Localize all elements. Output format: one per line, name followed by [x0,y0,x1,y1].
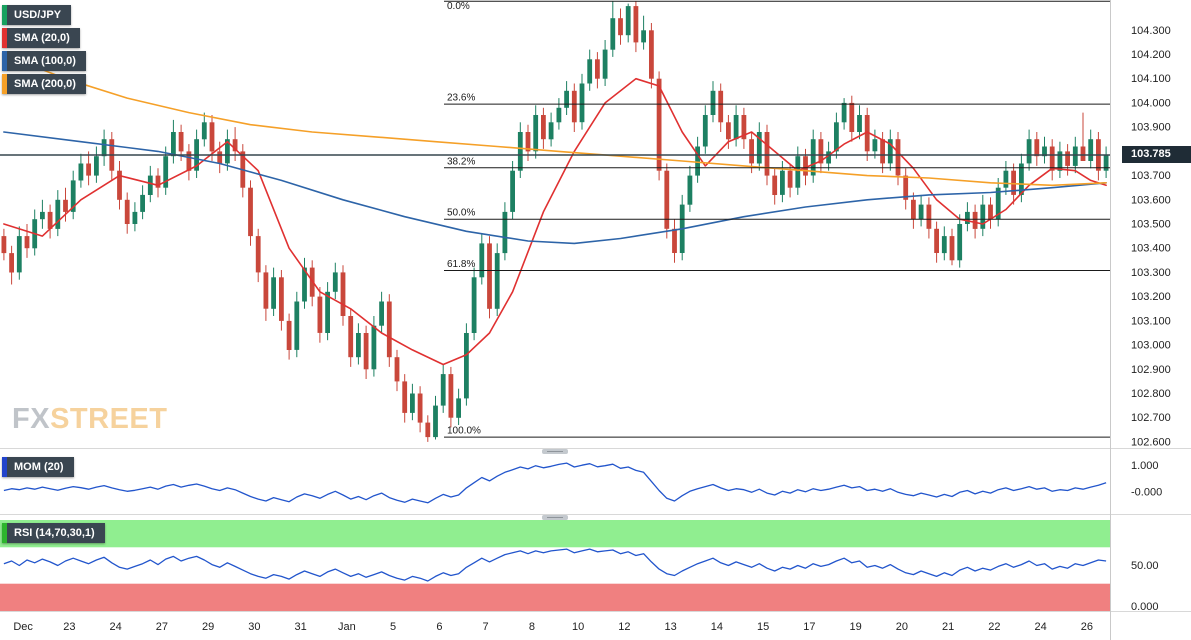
svg-text:103.400: 103.400 [1131,243,1171,255]
svg-text:7: 7 [483,621,489,633]
momentum-label: MOM (20) [14,461,64,473]
svg-text:23: 23 [63,621,75,633]
svg-text:102.900: 102.900 [1131,364,1171,376]
momentum-axis-labels: 1.000 -0.000 [1131,460,1162,498]
price-chart-canvas[interactable]: 0.0% 23.6% 38.2% 50.0% 61.8% 100.0% [0,0,1110,448]
time-axis-labels: Dec 23 24 27 29 30 31 Jan 5 6 7 8 10 12 13 14 15 17 19 20 21… [13,621,1093,633]
svg-text:23.6%: 23.6% [447,93,475,104]
svg-text:104.300: 104.300 [1131,25,1171,37]
svg-text:103.700: 103.700 [1131,170,1171,182]
svg-text:6: 6 [436,621,442,633]
legend-item-sma200[interactable]: SMA (200,0) [2,74,86,94]
axis-separator-line [1110,0,1111,640]
time-axis[interactable]: Dec 23 24 27 29 30 31 Jan 5 6 7 8 10 12 13 14 15 17 19 20 21… [0,612,1110,640]
sma20-label: SMA (20,0) [14,32,70,44]
svg-text:0.000: 0.000 [1131,601,1159,611]
symbol-label: USD/JPY [14,9,62,21]
momentum-chart-canvas[interactable] [0,454,1110,514]
legend-item-sma20[interactable]: SMA (20,0) [2,28,80,48]
svg-text:19: 19 [849,621,861,633]
svg-text:103.600: 103.600 [1131,194,1171,206]
legend-item-symbol[interactable]: USD/JPY [2,5,72,25]
panel-resize-handle-2[interactable] [542,515,568,520]
watermark-street-text: STREET [50,403,168,435]
sma20-color-chip [2,28,7,48]
momentum-indicator-badge[interactable]: MOM (20) [2,457,74,477]
svg-text:61.8%: 61.8% [447,259,475,270]
svg-text:29: 29 [202,621,214,633]
panel-divider-2 [0,514,1191,520]
svg-text:103.100: 103.100 [1131,315,1171,327]
svg-text:14: 14 [711,621,723,633]
svg-text:103.500: 103.500 [1131,219,1171,231]
svg-text:13: 13 [664,621,676,633]
chart-legend: USD/JPY SMA (20,0) SMA (100,0) SMA (200,… [2,5,86,94]
time-axis-row: Dec 23 24 27 29 30 31 Jan 5 6 7 8 10 12 13 14 15 17 19 20 21… [0,611,1191,640]
sma100-color-chip [2,51,7,71]
momentum-row: MOM (20) 1.000 -0.000 [0,454,1191,514]
watermark-fx-text: FX [12,403,51,435]
svg-text:21: 21 [942,621,954,633]
fxstreet-watermark: FXSTREET [12,403,167,436]
svg-text:0.0%: 0.0% [447,1,470,12]
svg-text:30: 30 [248,621,260,633]
rsi-label: RSI (14,70,30,1) [14,527,95,539]
last-price-badge: 103.785 [1122,146,1191,163]
momentum-axis[interactable]: 1.000 -0.000 [1110,454,1191,514]
svg-text:Dec: Dec [13,621,33,633]
momentum-color-chip [2,457,7,477]
rsi-axis[interactable]: 50.00 0.000 [1110,520,1191,611]
svg-text:104.200: 104.200 [1131,49,1171,61]
svg-text:38.2%: 38.2% [447,156,475,167]
svg-text:103.900: 103.900 [1131,122,1171,134]
svg-text:8: 8 [529,621,535,633]
rsi-color-chip [2,523,7,543]
svg-text:12: 12 [618,621,630,633]
legend-item-sma100[interactable]: SMA (100,0) [2,51,86,71]
svg-text:31: 31 [294,621,306,633]
svg-text:1.000: 1.000 [1131,460,1159,472]
sma200-color-chip [2,74,7,94]
svg-text:103.000: 103.000 [1131,340,1171,352]
time-axis-corner [1110,612,1191,640]
svg-text:102.700: 102.700 [1131,412,1171,424]
rsi-panel: RSI (14,70,30,1) [0,520,1110,611]
svg-text:26: 26 [1081,621,1093,633]
svg-text:104.000: 104.000 [1131,97,1171,109]
svg-text:17: 17 [803,621,815,633]
svg-text:27: 27 [156,621,168,633]
sma200-label: SMA (200,0) [14,78,76,90]
main-price-row: 0.0% 23.6% 38.2% 50.0% 61.8% 100.0% USD/JPY S… [0,0,1191,448]
svg-text:5: 5 [390,621,396,633]
main-price-panel: 0.0% 23.6% 38.2% 50.0% 61.8% 100.0% USD/JPY S… [0,0,1110,448]
panel-divider-1 [0,448,1191,454]
svg-text:100.0%: 100.0% [447,426,481,437]
price-axis[interactable]: 104.300 104.200 104.100 104.000 103.900 103.7… [1110,0,1191,448]
svg-text:24: 24 [109,621,121,633]
symbol-color-chip [2,5,7,25]
svg-text:50.0%: 50.0% [447,208,475,219]
momentum-panel: MOM (20) [0,454,1110,514]
rsi-indicator-badge[interactable]: RSI (14,70,30,1) [2,523,105,543]
svg-text:24: 24 [1034,621,1046,633]
svg-text:15: 15 [757,621,769,633]
svg-text:103.300: 103.300 [1131,267,1171,279]
panel-resize-handle-1[interactable] [542,449,568,454]
svg-text:Jan: Jan [338,621,356,633]
rsi-axis-labels: 50.00 0.000 [1131,560,1159,611]
svg-text:102.600: 102.600 [1131,436,1171,448]
svg-text:50.00: 50.00 [1131,560,1159,572]
svg-text:20: 20 [896,621,908,633]
svg-text:103.200: 103.200 [1131,291,1171,303]
svg-text:-0.000: -0.000 [1131,486,1162,498]
svg-text:22: 22 [988,621,1000,633]
svg-text:102.800: 102.800 [1131,388,1171,400]
svg-text:104.100: 104.100 [1131,73,1171,85]
sma100-label: SMA (100,0) [14,55,76,67]
svg-text:10: 10 [572,621,584,633]
rsi-chart-canvas[interactable] [0,520,1110,611]
rsi-row: RSI (14,70,30,1) 50.00 0.000 [0,520,1191,611]
price-axis-labels: 104.300 104.200 104.100 104.000 103.900 103.7… [1131,25,1171,448]
